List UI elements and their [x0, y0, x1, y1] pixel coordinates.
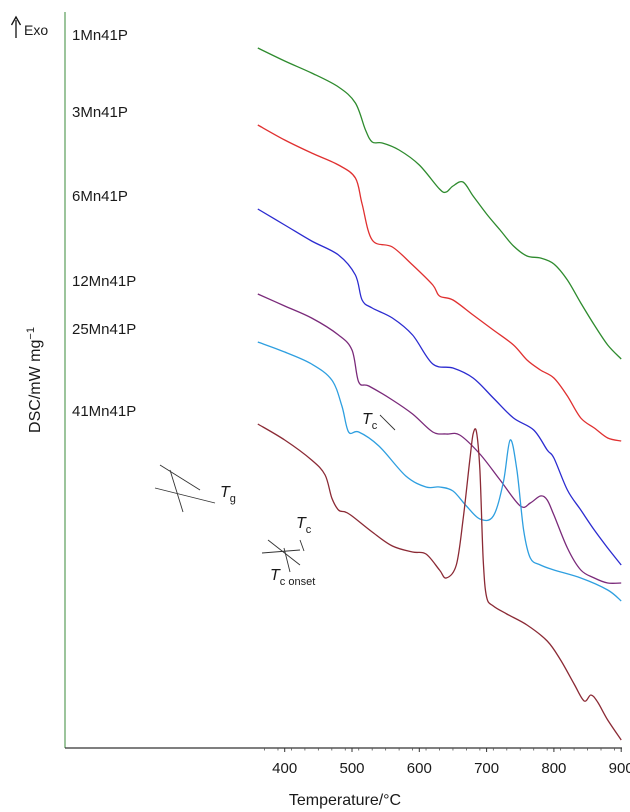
- curve-41mn41p: [257, 423, 622, 741]
- y-axis-title-group: DSC/mW mg−1: [25, 327, 44, 433]
- tc-label: Tc: [296, 515, 312, 536]
- tc-onset-label-t: T: [270, 567, 281, 584]
- tc-small-leader: [299, 539, 305, 552]
- tc-onset-label-subscript: c onset: [280, 576, 315, 588]
- exo-label: Exo: [24, 22, 48, 38]
- y-axis-title-text: DSC/mW mg: [27, 340, 44, 433]
- tc-onset-tangent-2: [267, 539, 301, 566]
- y-axis-title: DSC/mW mg−1: [25, 327, 44, 433]
- curve-3mn41p: [257, 124, 622, 442]
- curve-1mn41p: [257, 47, 622, 360]
- series-labels: 1Mn41P 3Mn41P 6Mn41P 12Mn41P 25Mn41P 41Mn41P: [72, 27, 136, 420]
- tg-label: Tg: [220, 484, 236, 505]
- tc-onset-leader: [283, 547, 291, 573]
- tc-peak-label-subscript: c: [372, 420, 378, 432]
- x-tick-label-800: 800: [541, 760, 566, 777]
- tg-tangent-step: [169, 469, 184, 513]
- tc-peak-leader: [379, 414, 396, 431]
- x-tick-label-600: 600: [407, 760, 432, 777]
- tg-tangent-low: [154, 487, 216, 504]
- tc-label-t: T: [296, 515, 307, 532]
- curve-12mn41p: [257, 293, 622, 585]
- x-tick-label-500: 500: [339, 760, 364, 777]
- x-tick-label-700: 700: [474, 760, 499, 777]
- series-label-25mn41p: 25Mn41P: [72, 321, 136, 338]
- curve-25mn41p: [257, 341, 622, 602]
- x-axis-ticks: 400 500 600 700 800 900: [264, 748, 630, 777]
- x-axis-title: Temperature/°C: [289, 792, 401, 809]
- tg-label-subscript: g: [230, 493, 236, 505]
- series-label-1mn41p: 1Mn41P: [72, 27, 128, 44]
- tc-peak-label: Tc: [362, 411, 378, 432]
- exo-indicator: Exo: [10, 15, 48, 38]
- x-tick-label-400: 400: [272, 760, 297, 777]
- tc-label-subscript: c: [306, 524, 312, 536]
- tc-onset-label: Tc onset: [270, 567, 315, 588]
- exo-arrow-icon: [10, 15, 22, 26]
- curve-6mn41p: [257, 208, 622, 566]
- series-label-12mn41p: 12Mn41P: [72, 273, 136, 290]
- tg-tangent-high: [159, 464, 201, 491]
- curves: [257, 47, 622, 741]
- x-tick-label-900: 900: [609, 760, 630, 777]
- tc-onset-tangent-1: [261, 549, 301, 554]
- y-axis-title-superscript: −1: [25, 327, 37, 340]
- tg-label-t: T: [220, 484, 231, 501]
- tc-peak-label-t: T: [362, 411, 373, 428]
- series-label-41mn41p: 41Mn41P: [72, 403, 136, 420]
- series-label-6mn41p: 6Mn41P: [72, 188, 128, 205]
- series-label-3mn41p: 3Mn41P: [72, 104, 128, 121]
